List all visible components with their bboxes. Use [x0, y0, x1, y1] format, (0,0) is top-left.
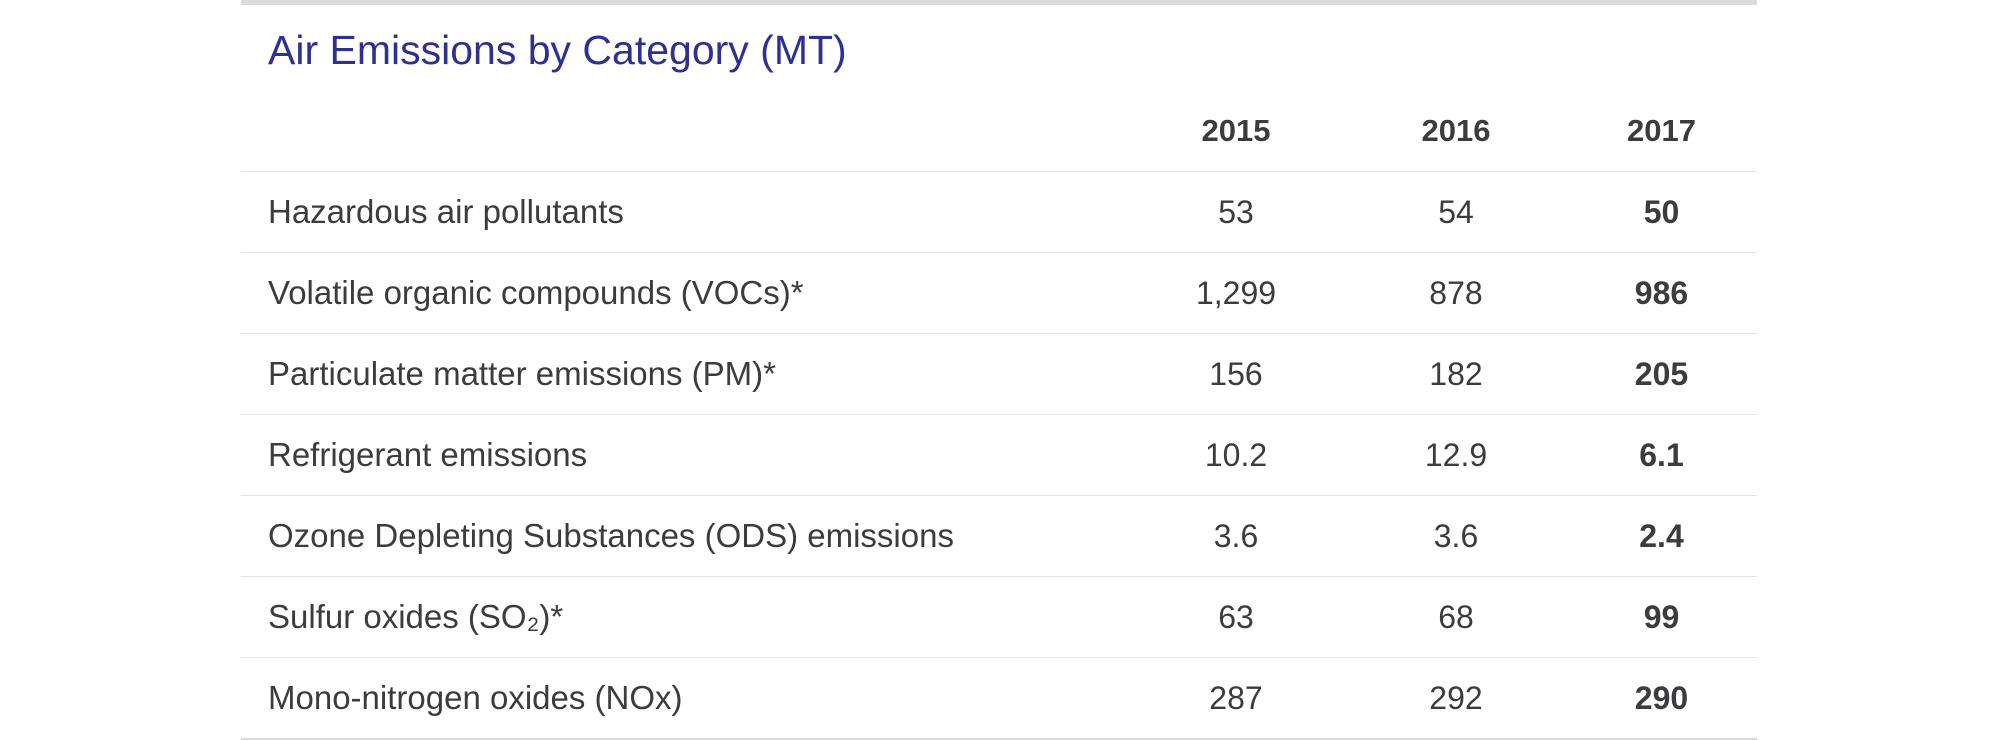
- table-row: Hazardous air pollutants 53 54 50: [241, 171, 1757, 253]
- cell-2015: 156: [1126, 333, 1346, 415]
- table-row: Particulate matter emissions (PM)* 156 1…: [241, 333, 1757, 415]
- table-title: Air Emissions by Category (MT): [268, 27, 847, 73]
- cell-2015: 3.6: [1126, 495, 1346, 577]
- cell-2015: 10.2: [1126, 414, 1346, 496]
- cell-2016: 54: [1346, 171, 1566, 253]
- row-label: Mono-nitrogen oxides (NOx): [241, 657, 1126, 740]
- cell-2016: 182: [1346, 333, 1566, 415]
- table-row: Ozone Depleting Substances (ODS) emissio…: [241, 495, 1757, 577]
- cell-2016: 3.6: [1346, 495, 1566, 577]
- row-label: Hazardous air pollutants: [241, 171, 1126, 253]
- cell-2015: 1,299: [1126, 252, 1346, 334]
- cell-2017: 99: [1566, 576, 1757, 658]
- cell-2016: 878: [1346, 252, 1566, 334]
- row-label: Sulfur oxides (SO₂)*: [241, 576, 1126, 658]
- header-year-2016: 2016: [1346, 91, 1566, 172]
- emissions-table-panel: Air Emissions by Category (MT) 2015 2016…: [241, 0, 1757, 740]
- cell-2015: 63: [1126, 576, 1346, 658]
- header-row: 2015 2016 2017: [241, 91, 1757, 172]
- header-year-2015: 2015: [1126, 91, 1346, 172]
- top-divider: [241, 0, 1757, 5]
- header-year-2017: 2017: [1566, 91, 1757, 172]
- cell-2016: 68: [1346, 576, 1566, 658]
- cell-2016: 12.9: [1346, 414, 1566, 496]
- cell-2017: 290: [1566, 657, 1757, 740]
- cell-2017: 6.1: [1566, 414, 1757, 496]
- table-row: Volatile organic compounds (VOCs)* 1,299…: [241, 252, 1757, 334]
- table-row: Sulfur oxides (SO₂)* 63 68 99: [241, 576, 1757, 658]
- cell-2015: 287: [1126, 657, 1346, 740]
- cell-2017: 50: [1566, 171, 1757, 253]
- cell-2016: 292: [1346, 657, 1566, 740]
- cell-2017: 2.4: [1566, 495, 1757, 577]
- table-row: Refrigerant emissions 10.2 12.9 6.1: [241, 414, 1757, 496]
- cell-2017: 986: [1566, 252, 1757, 334]
- row-label: Refrigerant emissions: [241, 414, 1126, 496]
- row-label: Ozone Depleting Substances (ODS) emissio…: [241, 495, 1126, 577]
- header-label-column: [241, 91, 1126, 172]
- row-label: Volatile organic compounds (VOCs)*: [241, 252, 1126, 334]
- emissions-table: 2015 2016 2017 Hazardous air pollutants …: [241, 91, 1757, 740]
- cell-2017: 205: [1566, 333, 1757, 415]
- cell-2015: 53: [1126, 171, 1346, 253]
- table-row: Mono-nitrogen oxides (NOx) 287 292 290: [241, 657, 1757, 740]
- row-label: Particulate matter emissions (PM)*: [241, 333, 1126, 415]
